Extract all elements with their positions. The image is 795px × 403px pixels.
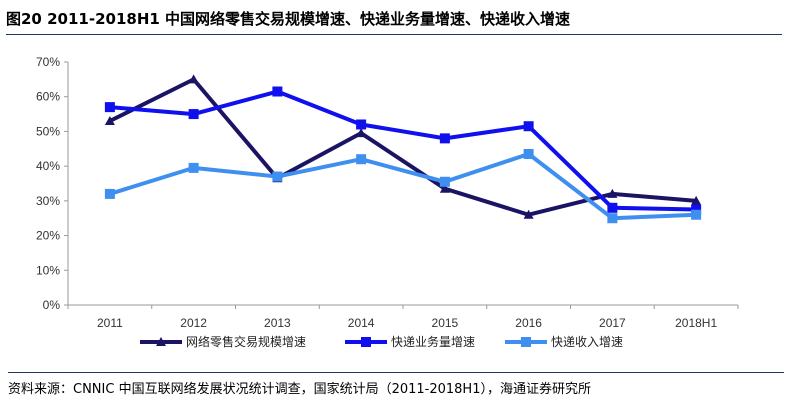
data-point	[523, 209, 534, 219]
data-point	[439, 183, 450, 193]
data-point	[272, 171, 283, 182]
legend-label: 网络零售交易规模增速	[186, 334, 306, 349]
legend-item-2: 快递业务量增速	[345, 334, 475, 349]
legend: 网络零售交易规模增速 快递业务量增速 快递收入增速	[140, 334, 623, 349]
data-point	[188, 74, 199, 84]
y-tick-label: 50%	[36, 124, 60, 138]
data-point	[607, 213, 618, 224]
x-tick-label: 2012	[180, 316, 207, 330]
data-point	[272, 86, 283, 97]
axes: 0% 10% 20% 30% 40% 50% 60% 70% 2011 2012 2013 2014 2…	[36, 55, 739, 330]
data-point	[356, 119, 367, 130]
data-point	[523, 148, 534, 159]
x-tick-label: 2011	[97, 316, 123, 330]
data-point	[188, 109, 199, 120]
y-tick-label: 60%	[36, 90, 60, 104]
series-line	[109, 89, 697, 212]
y-tick-label: 70%	[36, 55, 60, 69]
data-point	[104, 102, 115, 113]
legend-swatch-marker	[521, 337, 531, 347]
data-point	[691, 209, 702, 220]
x-tick-label: 2017	[599, 316, 626, 330]
data-point	[439, 133, 450, 144]
data-point	[104, 116, 115, 126]
legend-swatch-marker	[156, 337, 166, 346]
legend-label: 快递收入增速	[551, 335, 623, 349]
data-point	[439, 176, 450, 187]
x-tick-label: 2014	[348, 316, 375, 330]
data-point	[356, 154, 367, 165]
data-point	[104, 188, 115, 199]
data-point	[691, 195, 702, 205]
series-line	[108, 77, 697, 217]
series-line	[109, 151, 697, 221]
y-tick-label: 20%	[36, 229, 60, 243]
series-1	[104, 74, 702, 219]
x-tick-label: 2018H1	[675, 316, 717, 330]
y-tick-label: 0%	[43, 298, 61, 312]
legend-swatch-marker	[361, 337, 371, 347]
y-tick-label: 40%	[36, 159, 60, 173]
data-point	[691, 204, 702, 215]
data-point	[607, 202, 618, 213]
data-point	[607, 188, 618, 198]
data-point	[188, 162, 199, 173]
legend-label: 快递业务量增速	[391, 334, 475, 349]
series-layer	[104, 74, 702, 224]
y-tick-label: 10%	[36, 263, 60, 277]
y-tick-label: 30%	[36, 194, 60, 208]
legend-item-3: 快递收入增速	[505, 335, 623, 349]
x-tick-label: 2013	[264, 316, 291, 330]
data-point	[523, 121, 534, 132]
x-tick-label: 2015	[432, 316, 459, 330]
source-note: 资料来源：CNNIC 中国互联网络发展状况统计调查，国家统计局（2011-201…	[8, 372, 784, 397]
series-3	[104, 148, 702, 224]
chart-title: 图20 2011-2018H1 中国网络零售交易规模增速、快递业务量增速、快递收…	[6, 4, 782, 35]
x-tick-label: 2016	[515, 316, 542, 330]
data-point	[356, 128, 367, 138]
legend-item-1: 网络零售交易规模增速	[140, 334, 306, 349]
series-2	[104, 86, 702, 215]
